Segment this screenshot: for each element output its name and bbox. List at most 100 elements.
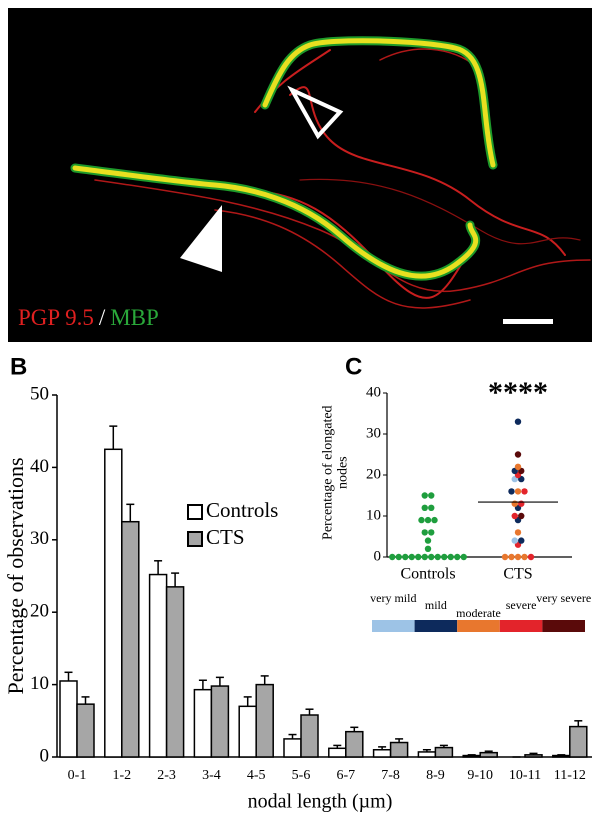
data-point xyxy=(521,488,528,495)
data-point xyxy=(428,529,435,536)
fibers xyxy=(70,36,591,309)
y-tick-label: 20 xyxy=(30,601,49,622)
x-tick-label: 11-12 xyxy=(554,768,586,783)
y-axis-label: Percentage of elongated nodes xyxy=(320,405,350,540)
bar xyxy=(552,754,571,758)
x-tick-label: 4-5 xyxy=(247,768,266,783)
data-point xyxy=(424,537,432,544)
legend-label: Controls xyxy=(206,498,278,522)
bar xyxy=(283,738,302,758)
label-separator: / xyxy=(99,305,106,330)
data-point xyxy=(514,488,522,495)
y-tick-label: 30 xyxy=(30,528,49,549)
bar xyxy=(417,751,437,758)
data-point xyxy=(402,553,409,561)
bar xyxy=(372,749,392,758)
panel-label: C xyxy=(345,353,362,380)
data-point xyxy=(431,516,438,524)
data-point xyxy=(424,516,432,524)
y-tick-label: 40 xyxy=(366,384,381,400)
y-tick-label: 10 xyxy=(366,507,381,523)
severity-label: severe xyxy=(505,598,537,612)
scale-bar xyxy=(503,319,553,324)
data-point xyxy=(514,418,522,425)
data-point xyxy=(501,553,509,561)
data-point xyxy=(408,553,415,561)
data-point xyxy=(434,553,441,561)
x-tick-label: 6-7 xyxy=(336,768,355,783)
x-tick-label: CTS xyxy=(503,566,532,583)
data-point xyxy=(508,488,515,495)
y-tick-label: 30 xyxy=(366,425,381,441)
x-tick-label: 8-9 xyxy=(426,768,445,783)
severity-swatch xyxy=(414,620,458,632)
bar xyxy=(165,586,185,758)
bar xyxy=(210,685,230,758)
bar xyxy=(524,754,543,758)
bar xyxy=(300,714,319,758)
bar xyxy=(328,747,347,758)
data-point xyxy=(421,492,428,499)
arrowhead-open xyxy=(287,85,344,140)
data-point xyxy=(514,451,522,458)
bar xyxy=(255,683,274,758)
data-point xyxy=(514,553,522,561)
legend-swatch xyxy=(187,504,203,520)
severity-swatch xyxy=(372,620,415,632)
y-tick-label: 40 xyxy=(30,456,49,477)
x-tick-label: 5-6 xyxy=(292,768,311,783)
data-point xyxy=(428,504,435,511)
data-point xyxy=(428,492,435,499)
y-tick-label: 0 xyxy=(374,548,382,564)
data-point xyxy=(395,553,402,561)
data-point xyxy=(421,529,428,536)
x-tick-label: 10-11 xyxy=(509,768,541,783)
legend-label: CTS xyxy=(206,525,245,549)
y-tick-label: 20 xyxy=(366,466,381,482)
data-point xyxy=(511,512,518,520)
data-point xyxy=(518,537,525,544)
severity-swatch xyxy=(499,620,543,632)
bar xyxy=(76,703,95,758)
data-point xyxy=(447,553,454,561)
y-tick-label: 50 xyxy=(30,383,49,404)
data-point xyxy=(418,516,425,524)
bar xyxy=(193,688,213,758)
data-point xyxy=(518,512,525,520)
data-point xyxy=(421,553,428,561)
y-tick-label: 10 xyxy=(30,673,49,694)
x-axis-label: nodal length (µm) xyxy=(248,791,393,813)
legend-swatch xyxy=(187,531,203,547)
severity-swatch xyxy=(457,620,500,632)
bar xyxy=(104,448,123,758)
micrograph-label: PGP 9.5/MBP xyxy=(18,305,159,330)
y-tick-label: 0 xyxy=(40,745,50,766)
x-tick-label: 9-10 xyxy=(467,768,493,783)
data-point xyxy=(514,529,522,536)
bar xyxy=(569,725,588,758)
data-point xyxy=(460,553,467,561)
x-tick-label: 2-3 xyxy=(157,768,176,783)
significance: **** xyxy=(488,376,548,409)
data-point xyxy=(508,553,515,561)
y-axis-label: Percentage of observations xyxy=(3,457,28,694)
x-tick-label: 7-8 xyxy=(381,768,400,783)
data-point xyxy=(441,553,448,561)
severity-label: very mild xyxy=(370,591,417,605)
arrowhead-filled xyxy=(180,205,222,272)
micrograph: PGP 9.5/MBP xyxy=(8,8,592,342)
severity-label: moderate xyxy=(456,606,501,620)
panel-label: B xyxy=(10,353,27,380)
data-point xyxy=(514,463,522,470)
bar xyxy=(238,705,257,758)
data-point xyxy=(521,553,528,561)
severity-label: very severe xyxy=(536,591,592,605)
x-tick-label: 0-1 xyxy=(68,768,87,783)
label-red: PGP 9.5 xyxy=(18,305,94,330)
label-green: MBP xyxy=(110,305,159,330)
bar xyxy=(121,520,140,758)
bar xyxy=(59,680,78,758)
severity-label: mild xyxy=(424,598,447,612)
